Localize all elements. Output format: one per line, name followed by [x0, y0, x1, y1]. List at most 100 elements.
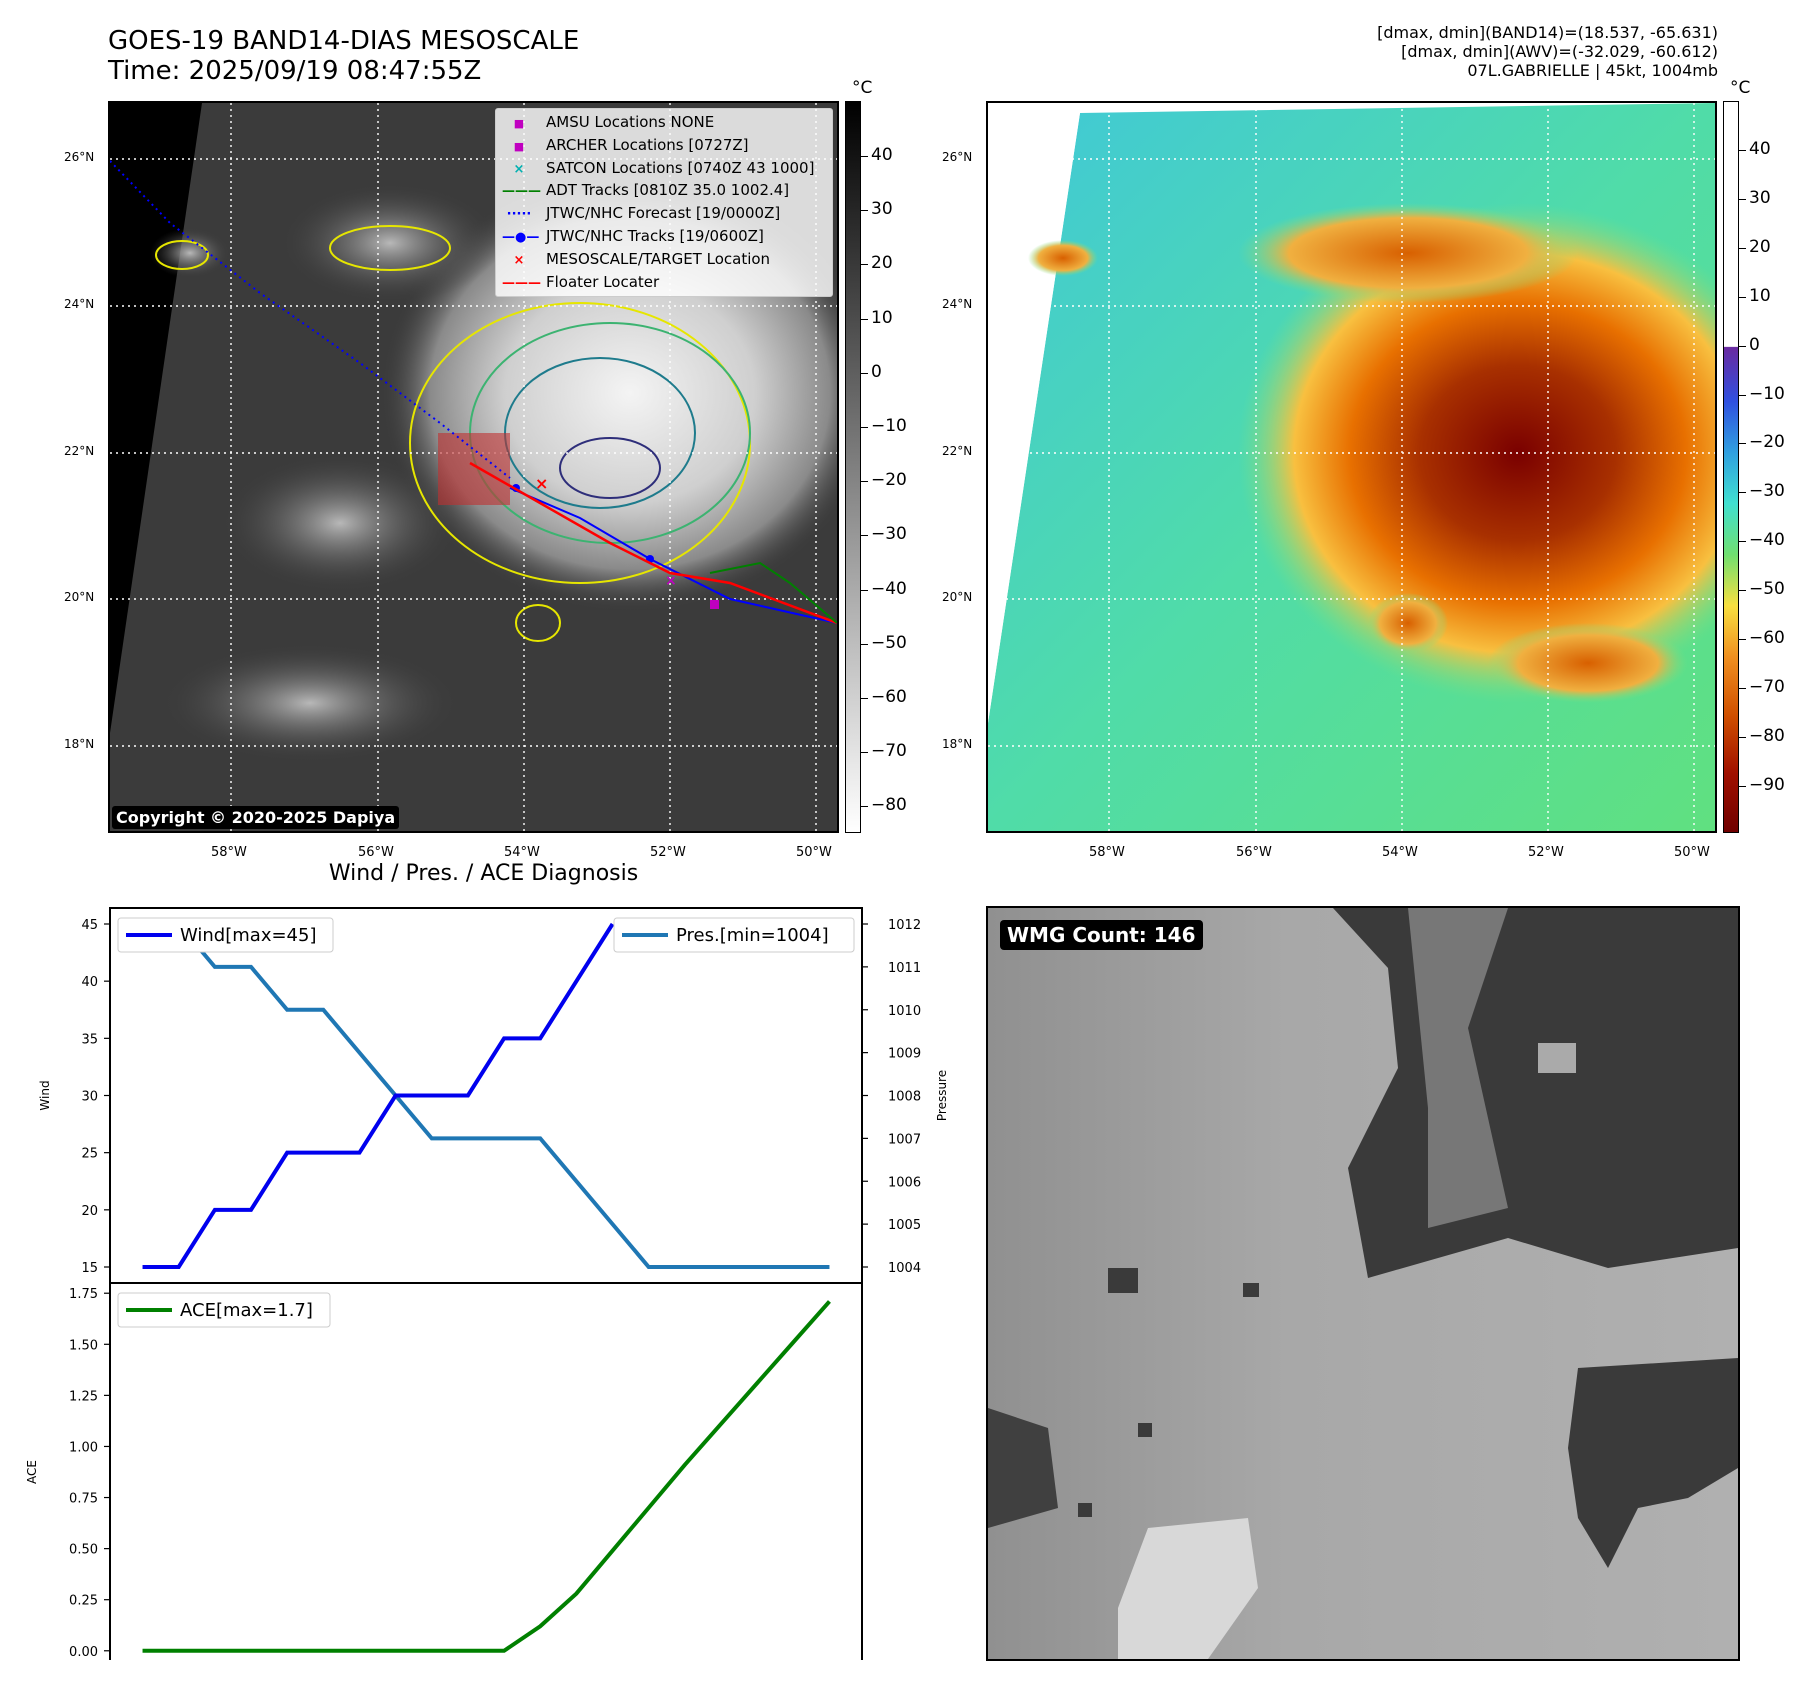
legend-item: × SATCON Locations [0740Z 43 1000]	[502, 158, 815, 177]
colorbar-tick-mark	[1739, 443, 1746, 445]
title-line-product: GOES-19 BAND14-DIAS MESOSCALE	[108, 26, 580, 56]
awv-colorbar-unit: °C	[1730, 78, 1751, 98]
legend-label: JTWC/NHC Tracks [19/0600Z]	[546, 227, 764, 245]
colorbar-tick-mark	[861, 806, 868, 808]
lon-tick-label: 56°W	[1236, 845, 1272, 860]
wind-ytick-label: 25	[81, 1147, 98, 1162]
awv-map-image	[988, 103, 1715, 831]
legend-marker-icon: ———	[502, 184, 541, 200]
diag-chart-svg: 45 40 35 30 25 20 15 1012 1011 1010 1009 1008 1007 10…	[25, 907, 949, 1660]
colorbar-tick-mark	[861, 264, 868, 266]
ace-ytick-label: 0.25	[69, 1594, 98, 1609]
colorbar-tick-mark	[1739, 541, 1746, 543]
wind-ytick-label: 35	[81, 1032, 98, 1047]
colorbar-tick-label: 20	[871, 253, 893, 274]
colorbar-tick-mark	[1739, 198, 1746, 200]
colorbar-tick-label: −60	[1749, 628, 1785, 648]
lat-tick-label: 22°N	[64, 444, 95, 458]
ace-axis-label: ACE	[25, 1460, 39, 1484]
colorbar-tick-mark	[1739, 296, 1746, 298]
ace-ytick-label: 1.50	[69, 1338, 98, 1353]
pressure-legend: Pres.[min=1004]	[613, 917, 855, 953]
wmg-image	[988, 908, 1738, 1659]
legend-marker-icon: ×	[513, 252, 525, 268]
lat-tick-label: 20°N	[942, 590, 973, 604]
colorbar-tick-mark	[1739, 736, 1746, 738]
lat-tick-label: 20°N	[64, 590, 95, 604]
pressure-axis-label: Pressure	[935, 1070, 949, 1121]
main-title: GOES-19 BAND14-DIAS MESOSCALE Time: 2025…	[108, 26, 579, 86]
wind-plot-frame	[109, 907, 863, 1284]
colorbar-tick-label: −90	[1749, 774, 1785, 795]
legend-item: ■ AMSU Locations NONE	[502, 113, 714, 131]
ir-map-panel: × × ■ AMSU Locations NONE ■ ARCHER Location…	[108, 101, 839, 833]
colorbar-tick-mark	[1739, 345, 1746, 347]
ir-colorbar	[845, 101, 861, 833]
diag-title: Wind / Pres. / ACE Diagnosis	[328, 861, 639, 886]
legend-label: SATCON Locations [0740Z 43 1000]	[546, 158, 815, 177]
colorbar-tick-label: 20	[1749, 236, 1771, 257]
lon-tick-label: 58°W	[1089, 845, 1125, 860]
colorbar-tick-mark	[861, 535, 868, 537]
legend-item: —●— JTWC/NHC Tracks [19/0600Z]	[502, 227, 764, 245]
legend-label: MESOSCALE/TARGET Location	[546, 249, 771, 268]
wind-ytick-label: 20	[81, 1204, 98, 1219]
wind-legend-label: Wind[max=45]	[180, 925, 317, 946]
colorbar-tick-label: −50	[871, 632, 907, 653]
ace-legend: ACE[max=1.7]	[117, 1292, 331, 1328]
colorbar-tick-label: 30	[1749, 187, 1771, 208]
lat-tick-label: 24°N	[64, 297, 95, 311]
lon-tick-label: 50°W	[796, 845, 832, 860]
lat-tick-label: 18°N	[64, 737, 95, 751]
colorbar-tick-mark	[861, 210, 868, 212]
colorbar-tick-label: 0	[1749, 334, 1760, 355]
colorbar-tick-label: −30	[1749, 481, 1785, 502]
svg-text:×: ×	[535, 474, 548, 493]
pressure-legend-box	[613, 917, 855, 953]
wind-ytick-label: 40	[81, 975, 98, 990]
wind-legend: Wind[max=45]	[117, 917, 334, 953]
lon-tick-label: 54°W	[504, 845, 540, 860]
wind-ytick-label: 15	[81, 1261, 98, 1276]
legend-marker-icon: ———	[502, 275, 541, 291]
colorbar-tick-label: −10	[1749, 383, 1785, 404]
ace-ytick-label: 1.75	[69, 1287, 98, 1302]
legend-label: Floater Locater	[546, 272, 660, 291]
lon-tick-label: 58°W	[211, 845, 247, 860]
colorbar-tick-mark	[1739, 785, 1746, 787]
colorbar-tick-label: −20	[1749, 432, 1785, 453]
colorbar-tick-mark	[861, 156, 868, 157]
colorbar-tick-label: −50	[1749, 579, 1785, 600]
colorbar-tick-label: −60	[871, 687, 907, 707]
colorbar-tick-label: −10	[871, 416, 907, 436]
pressure-ytick-label: 1004	[888, 1261, 921, 1276]
pressure-series-line	[142, 922, 830, 1269]
band14-range-text: [dmax, dmin](BAND14)=(18.537, -65.631)	[1377, 23, 1718, 42]
ace-ytick-label: 0.75	[69, 1492, 98, 1507]
pressure-ytick-label: 1005	[888, 1218, 921, 1233]
colorbar-tick-label: −70	[871, 741, 907, 762]
lon-tick-label: 52°W	[1528, 845, 1564, 860]
ace-ytick-label: 1.00	[69, 1440, 98, 1455]
ace-series-line	[142, 1300, 831, 1653]
pressure-ytick-label: 1012	[888, 918, 921, 933]
pressure-ytick-label: 1011	[888, 961, 921, 976]
awv-map-panel	[986, 101, 1717, 833]
lon-tick-label: 54°W	[1382, 845, 1418, 860]
awv-range-text: [dmax, dmin](AWV)=(-32.029, -60.612)	[1401, 42, 1718, 61]
colorbar-tick-mark	[861, 481, 868, 483]
wmg-count-label: WMG Count: 146	[1000, 920, 1203, 950]
colorbar-tick-mark	[1739, 492, 1746, 494]
lat-tick-label: 26°N	[942, 150, 973, 164]
colorbar-tick-mark	[1739, 590, 1746, 592]
legend-marker-icon: ■	[513, 117, 525, 130]
legend-label: JTWC/NHC Forecast [19/0000Z]	[546, 204, 781, 223]
lon-tick-label: 50°W	[1674, 845, 1710, 860]
colorbar-tick-label: −80	[1749, 725, 1785, 746]
legend-item: ——— ADT Tracks [0810Z 35.0 1002.4]	[502, 181, 789, 199]
colorbar-tick-mark	[861, 372, 868, 374]
legend-marker-icon: ×	[513, 161, 525, 177]
lat-tick-label: 18°N	[942, 737, 973, 751]
ace-plot-frame	[109, 1282, 863, 1660]
wmg-panel: WMG Count: 146	[986, 906, 1740, 1661]
